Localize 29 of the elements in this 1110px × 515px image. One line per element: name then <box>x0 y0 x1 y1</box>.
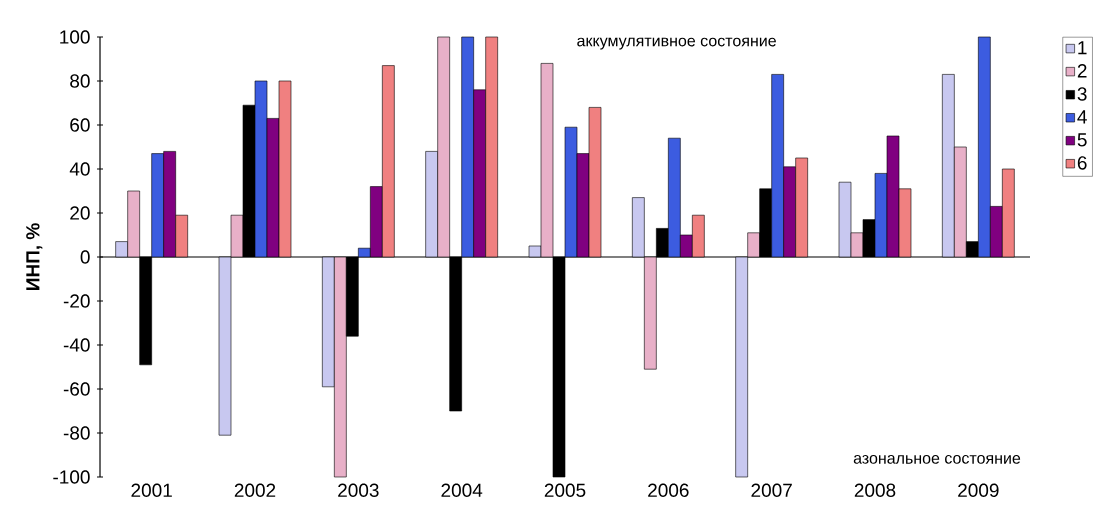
x-tick-label: 2004 <box>441 483 483 497</box>
annotation: азональное состояние <box>853 455 1021 464</box>
x-tick-label: 2001 <box>131 483 172 497</box>
legend-label: 1 <box>1078 41 1087 55</box>
x-tick-label: 2003 <box>338 483 379 497</box>
x-tick-label: 2006 <box>648 483 689 497</box>
y-tick-label: -100 <box>53 470 90 484</box>
x-tick-label: 2008 <box>854 483 896 497</box>
y-tick-label: 20 <box>70 206 90 220</box>
x-tick-label: 2009 <box>958 483 999 497</box>
y-tick-label: 80 <box>70 74 90 88</box>
y-tick-label: -20 <box>63 294 90 308</box>
y-tick-label: 40 <box>69 162 90 176</box>
y-tick-label: -60 <box>63 382 90 396</box>
legend-label: 2 <box>1077 64 1087 78</box>
y-tick-label: 100 <box>60 30 90 44</box>
y-tick-label: -80 <box>63 426 90 440</box>
legend-label: 3 <box>1077 87 1087 101</box>
y-tick-label: -40 <box>63 338 90 352</box>
legend-label: 4 <box>1077 110 1087 124</box>
legend-label: 6 <box>1077 156 1087 170</box>
annotation: аккумулятивное состояние <box>577 37 776 50</box>
x-tick-label: 2005 <box>544 483 586 497</box>
y-tick-label: 0 <box>80 250 90 264</box>
y-tick-label: 60 <box>70 118 90 132</box>
legend-label: 5 <box>1077 133 1087 147</box>
y-axis-title: ИНП, % <box>26 223 43 290</box>
x-tick-label: 2007 <box>751 483 792 497</box>
x-tick-label: 2002 <box>234 483 276 497</box>
